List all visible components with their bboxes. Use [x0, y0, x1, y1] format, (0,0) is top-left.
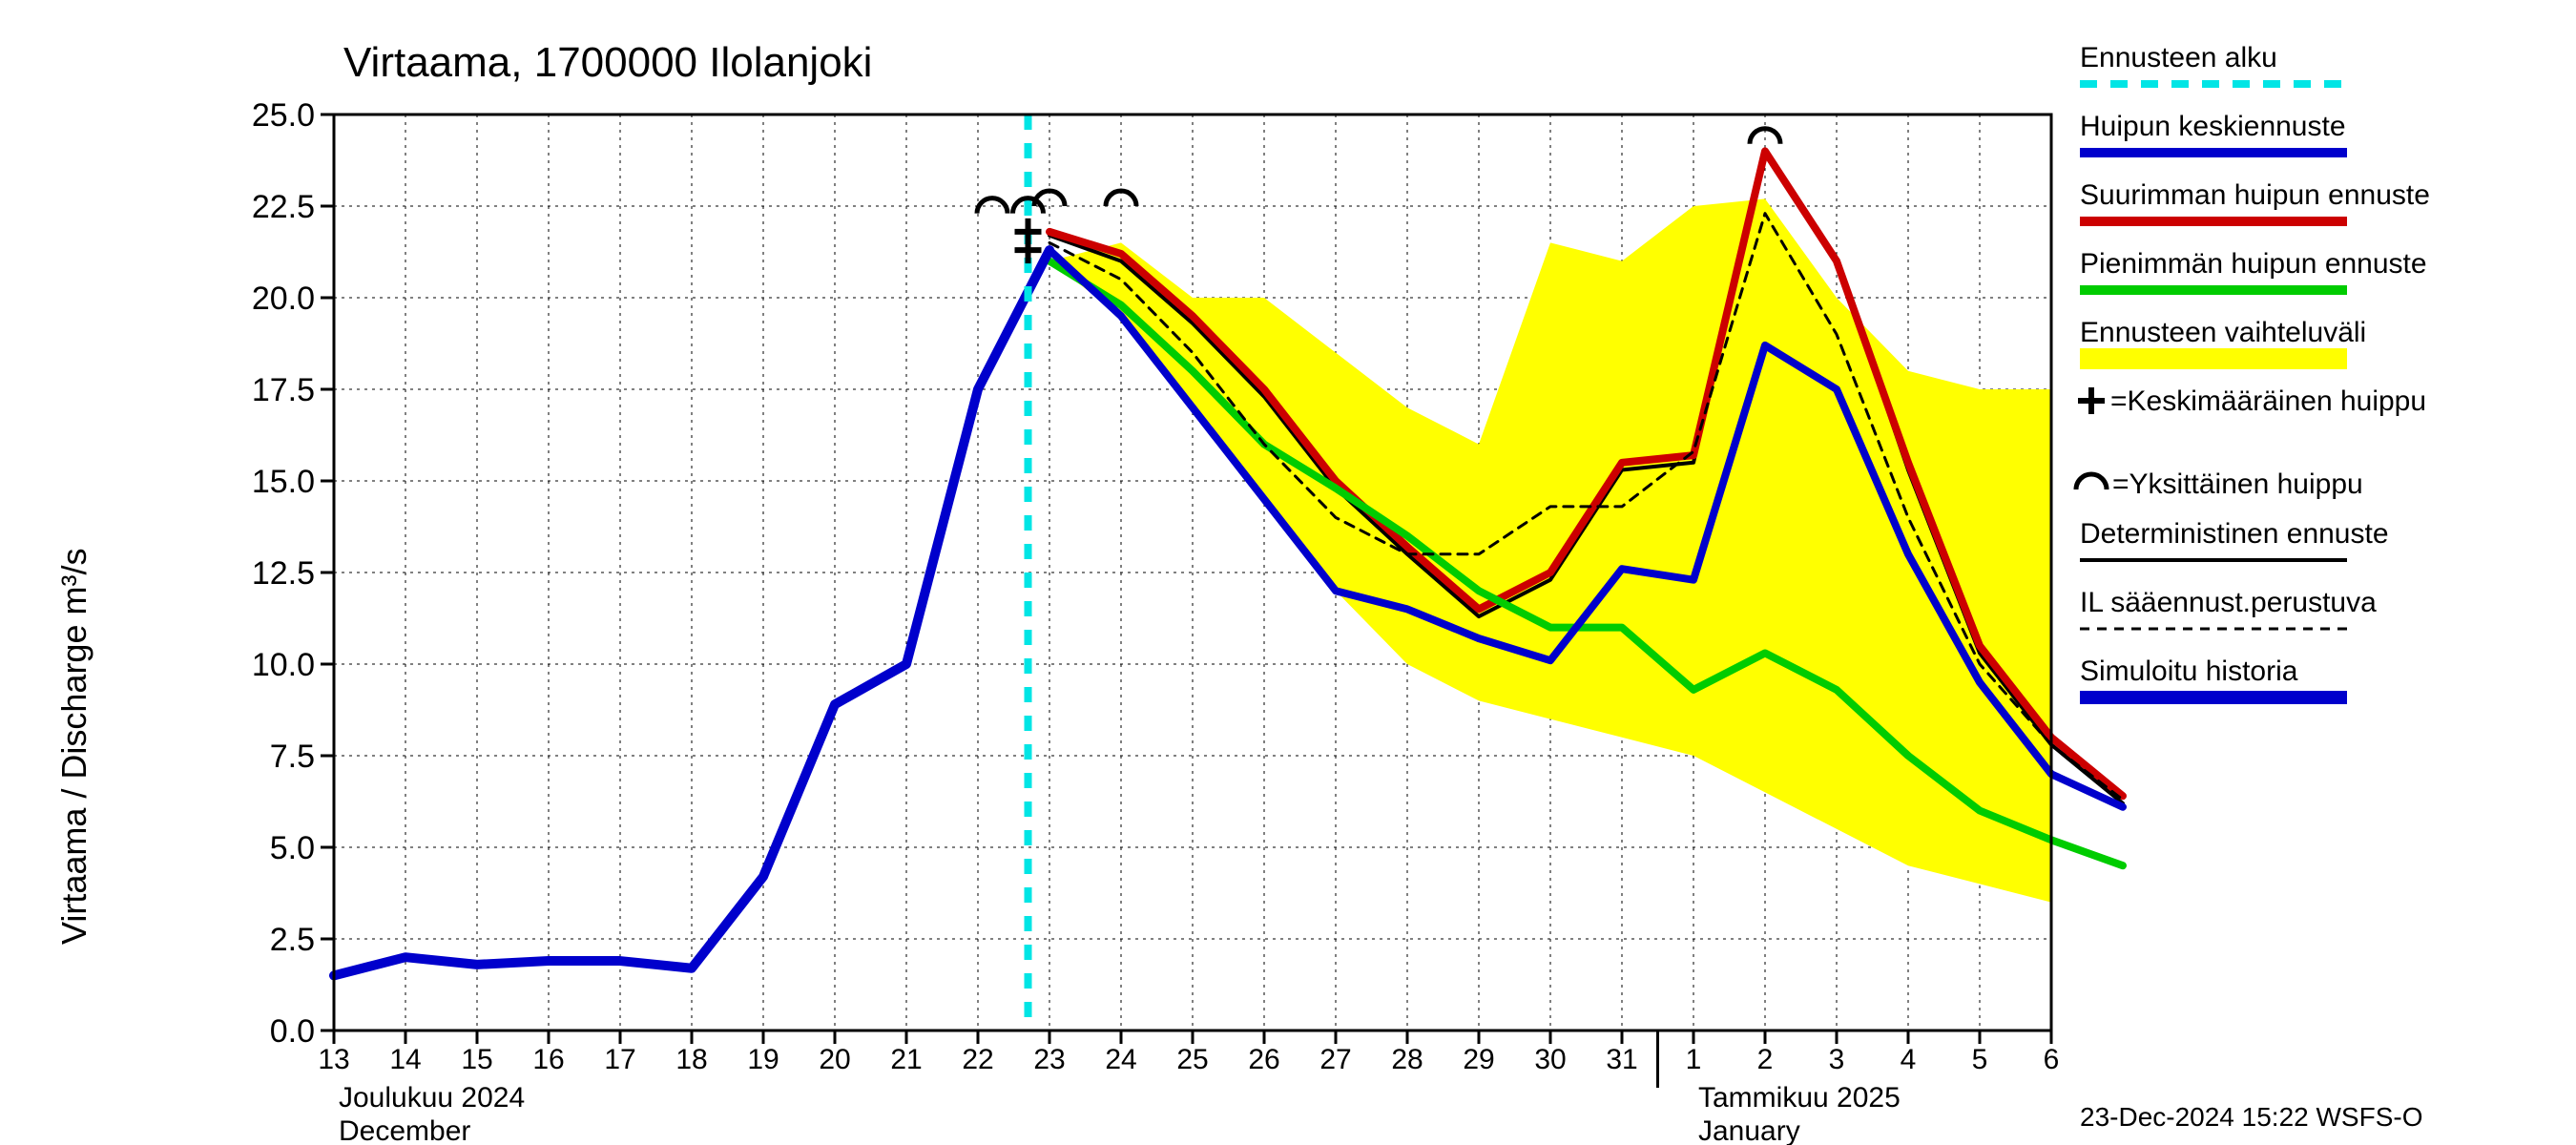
x-tick-label: 29 — [1463, 1044, 1494, 1075]
chart-container: { "chart": { "type": "line", "title": "V… — [0, 0, 2576, 1145]
legend-label-deterministic: Deterministinen ennuste — [2080, 518, 2389, 550]
chart-title: Virtaama, 1700000 Ilolanjoki — [343, 39, 872, 86]
x-tick-label: 14 — [389, 1044, 421, 1075]
x-tick-label: 30 — [1534, 1044, 1566, 1075]
x-tick-label: 3 — [1829, 1044, 1845, 1075]
legend-label-il_saa: IL sääennust.perustuva — [2080, 587, 2377, 618]
legend-label-single_peak: =Yksittäinen huippu — [2112, 468, 2363, 500]
chart-footer: 23-Dec-2024 15:22 WSFS-O — [2080, 1102, 2423, 1132]
x-tick-label: 27 — [1319, 1044, 1351, 1075]
legend-label-huipun_keski: Huipun keskiennuste — [2080, 111, 2346, 142]
y-tick-label: 12.5 — [252, 555, 315, 592]
x-tick-label: 31 — [1606, 1044, 1637, 1075]
legend-label-band: Ennusteen vaihteluväli — [2080, 317, 2366, 348]
x-tick-label: 13 — [318, 1044, 349, 1075]
month-label-top: Tammikuu 2025 — [1698, 1082, 1901, 1114]
y-tick-label: 22.5 — [252, 189, 315, 225]
y-tick-label: 20.0 — [252, 281, 315, 317]
x-tick-label: 22 — [962, 1044, 993, 1075]
x-tick-label: 25 — [1176, 1044, 1208, 1075]
x-tick-label: 16 — [532, 1044, 564, 1075]
x-tick-label: 28 — [1391, 1044, 1423, 1075]
x-tick-label: 5 — [1972, 1044, 1988, 1075]
legend-label-sim_history: Simuloitu historia — [2080, 656, 2298, 687]
y-axis-label: Virtaama / Discharge m³/s — [54, 549, 93, 945]
x-tick-label: 17 — [604, 1044, 635, 1075]
y-tick-label: 15.0 — [252, 464, 315, 500]
month-label-bottom: December — [339, 1115, 470, 1145]
y-tick-label: 25.0 — [252, 97, 315, 134]
legend-label-pienin: Pienimmän huipun ennuste — [2080, 248, 2427, 280]
x-tick-label: 26 — [1248, 1044, 1279, 1075]
y-tick-label: 17.5 — [252, 372, 315, 408]
x-tick-label: 1 — [1686, 1044, 1702, 1075]
y-tick-label: 7.5 — [270, 739, 315, 775]
x-tick-label: 18 — [675, 1044, 707, 1075]
legend-label-avg_peak: =Keskimääräinen huippu — [2110, 385, 2426, 417]
x-tick-label: 15 — [461, 1044, 492, 1075]
x-tick-label: 6 — [2044, 1044, 2060, 1075]
x-tick-label: 19 — [747, 1044, 779, 1075]
y-tick-label: 0.0 — [270, 1013, 315, 1050]
legend-label-suurin: Suurimman huipun ennuste — [2080, 179, 2430, 211]
y-tick-label: 10.0 — [252, 647, 315, 683]
y-tick-label: 5.0 — [270, 830, 315, 866]
discharge-chart-svg: 0.0 2.5 5.0 7.5 10.0 12.5 15.0 17.5 20.0 22.5 25.0… — [0, 0, 2576, 1145]
legend-label-forecast_start: Ennusteen alku — [2080, 42, 2277, 73]
x-tick-label: 23 — [1033, 1044, 1065, 1075]
x-tick-label: 21 — [890, 1044, 922, 1075]
month-label-top: Joulukuu 2024 — [339, 1082, 525, 1114]
x-tick-label: 4 — [1901, 1044, 1917, 1075]
y-tick-label: 2.5 — [270, 922, 315, 958]
x-tick-label: 24 — [1105, 1044, 1136, 1075]
x-tick-label: 2 — [1757, 1044, 1774, 1075]
month-label-bottom: January — [1698, 1115, 1800, 1145]
x-tick-label: 20 — [819, 1044, 850, 1075]
